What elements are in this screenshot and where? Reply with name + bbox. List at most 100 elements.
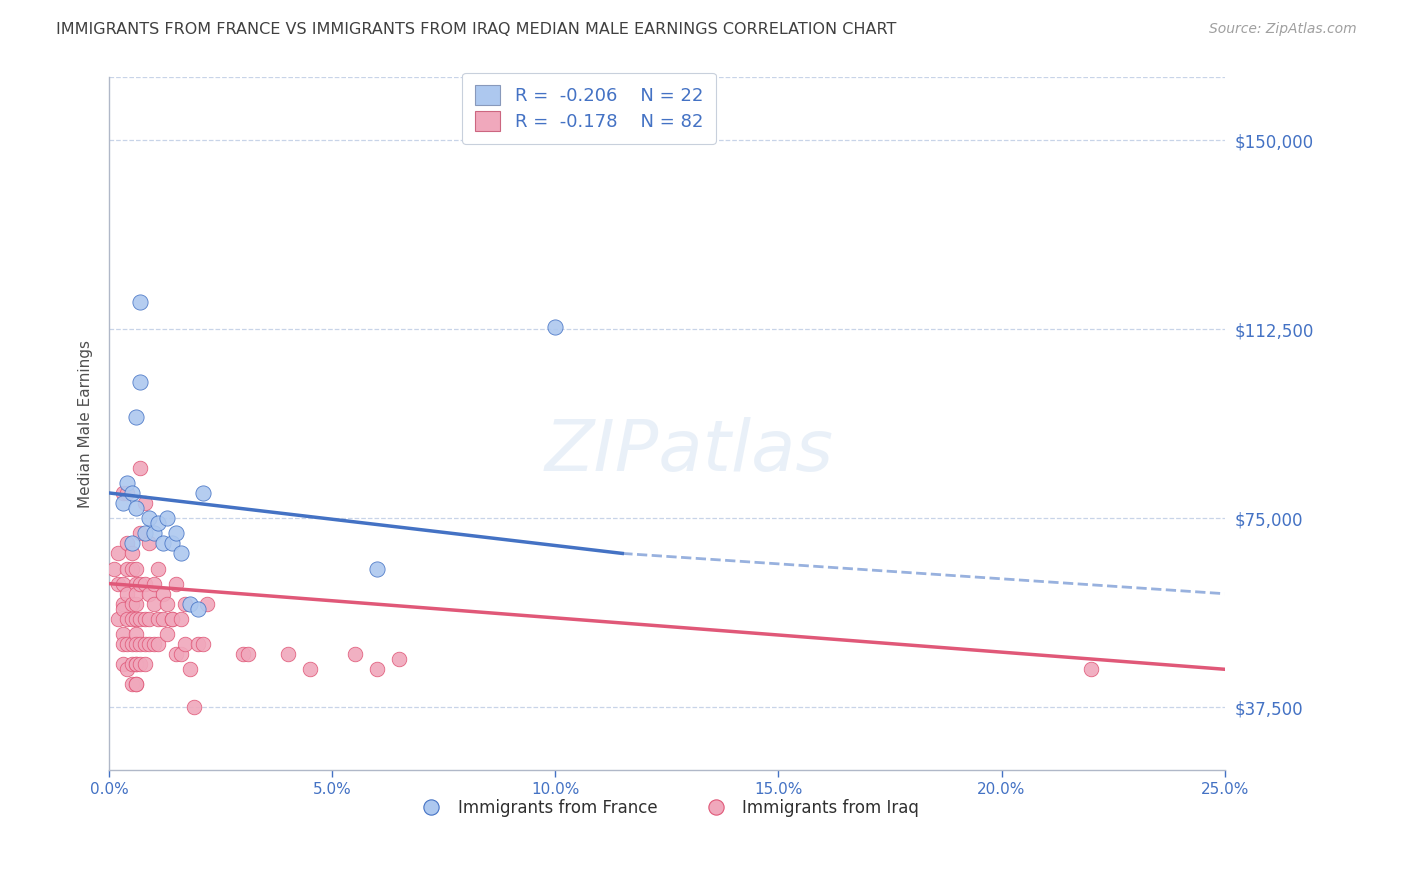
Point — [125, 677, 148, 691]
Point — [142, 576, 165, 591]
Point — [129, 294, 152, 309]
Point — [343, 647, 366, 661]
Point — [138, 587, 160, 601]
Point — [129, 375, 152, 389]
Point — [134, 612, 156, 626]
Point — [125, 561, 148, 575]
Point — [148, 561, 170, 575]
Point — [121, 561, 143, 575]
Point — [129, 612, 152, 626]
Point — [125, 597, 148, 611]
Point — [388, 652, 411, 666]
Point — [156, 627, 179, 641]
Point — [187, 637, 209, 651]
Point — [121, 536, 143, 550]
Y-axis label: Median Male Earnings: Median Male Earnings — [79, 340, 93, 508]
Point — [125, 637, 148, 651]
Point — [111, 627, 134, 641]
Point — [115, 486, 138, 500]
Point — [174, 597, 197, 611]
Point — [107, 546, 129, 560]
Point — [121, 546, 143, 560]
Point — [142, 526, 165, 541]
Point — [121, 657, 143, 672]
Point — [134, 526, 156, 541]
Point — [298, 662, 321, 676]
Point — [179, 597, 201, 611]
Point — [121, 677, 143, 691]
Point — [125, 612, 148, 626]
Point — [160, 536, 183, 550]
Point — [169, 546, 191, 560]
Point — [129, 576, 152, 591]
Point — [152, 612, 174, 626]
Point — [125, 501, 148, 516]
Point — [107, 612, 129, 626]
Point — [191, 486, 214, 500]
Point — [111, 602, 134, 616]
Point — [148, 516, 170, 531]
Point — [103, 561, 125, 575]
Point — [129, 637, 152, 651]
Point — [134, 496, 156, 510]
Point — [107, 576, 129, 591]
Point — [277, 647, 299, 661]
Point — [142, 637, 165, 651]
Point — [197, 597, 219, 611]
Point — [174, 637, 197, 651]
Point — [115, 662, 138, 676]
Point — [121, 486, 143, 500]
Point — [152, 587, 174, 601]
Point — [134, 576, 156, 591]
Point — [183, 700, 205, 714]
Point — [142, 597, 165, 611]
Point — [111, 637, 134, 651]
Point — [165, 647, 187, 661]
Point — [165, 576, 187, 591]
Point — [125, 576, 148, 591]
Point — [138, 637, 160, 651]
Point — [115, 612, 138, 626]
Point — [169, 612, 191, 626]
Point — [169, 647, 191, 661]
Text: IMMIGRANTS FROM FRANCE VS IMMIGRANTS FROM IRAQ MEDIAN MALE EARNINGS CORRELATION : IMMIGRANTS FROM FRANCE VS IMMIGRANTS FRO… — [56, 22, 897, 37]
Point — [179, 662, 201, 676]
Point — [115, 561, 138, 575]
Text: ZIPatlas: ZIPatlas — [544, 417, 834, 486]
Point — [115, 536, 138, 550]
Point — [125, 410, 148, 425]
Point — [191, 637, 214, 651]
Point — [160, 612, 183, 626]
Point — [138, 511, 160, 525]
Point — [366, 561, 388, 575]
Point — [115, 587, 138, 601]
Point — [138, 612, 160, 626]
Point — [165, 526, 187, 541]
Point — [121, 612, 143, 626]
Point — [134, 657, 156, 672]
Point — [232, 647, 254, 661]
Point — [125, 657, 148, 672]
Point — [125, 677, 148, 691]
Text: Source: ZipAtlas.com: Source: ZipAtlas.com — [1209, 22, 1357, 37]
Point — [134, 637, 156, 651]
Point — [236, 647, 259, 661]
Point — [1080, 662, 1102, 676]
Point — [125, 587, 148, 601]
Point — [111, 496, 134, 510]
Point — [129, 657, 152, 672]
Point — [129, 460, 152, 475]
Point — [111, 657, 134, 672]
Point — [125, 627, 148, 641]
Point — [156, 597, 179, 611]
Point — [115, 637, 138, 651]
Point — [115, 475, 138, 490]
Point — [111, 576, 134, 591]
Point — [125, 657, 148, 672]
Point — [187, 602, 209, 616]
Point — [366, 662, 388, 676]
Point — [121, 597, 143, 611]
Point — [148, 612, 170, 626]
Legend: Immigrants from France, Immigrants from Iraq: Immigrants from France, Immigrants from … — [408, 793, 927, 824]
Point — [129, 526, 152, 541]
